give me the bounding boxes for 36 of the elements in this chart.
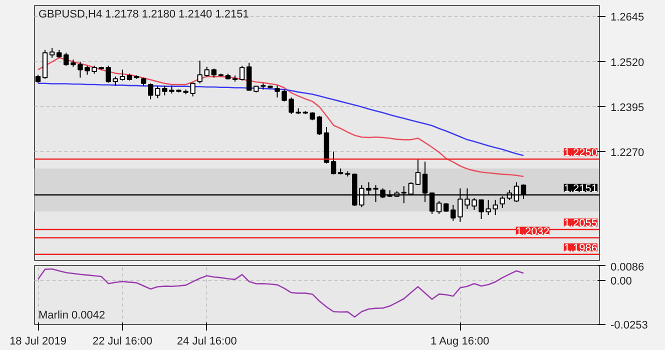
line-series xyxy=(37,82,524,156)
x-tick-label: 24 Jul 16:00 xyxy=(176,336,237,348)
candlestick xyxy=(415,159,421,186)
candlestick xyxy=(197,60,202,84)
ref-line-label: 1.2055 xyxy=(564,217,598,230)
y-tick-label: 0.0086 xyxy=(610,262,644,274)
candlestick xyxy=(148,82,154,100)
y-tick-label: 1.2645 xyxy=(610,12,644,24)
ref-line-label: 1.2151 xyxy=(564,182,598,195)
candlestick xyxy=(246,62,252,91)
y-tick-label: -0.0253 xyxy=(610,320,648,332)
line-series xyxy=(37,268,524,318)
y-tick-label: 1.2395 xyxy=(610,102,644,114)
candlestick xyxy=(239,65,245,82)
candlestick xyxy=(120,69,126,82)
x-tick-label: 22 Jul 16:00 xyxy=(92,336,152,348)
candlestick xyxy=(436,200,442,214)
text: Marlin 0.0042 xyxy=(38,310,106,322)
candlestick xyxy=(211,68,217,78)
candlestick xyxy=(204,66,210,78)
ref-line-label: 1.2032 xyxy=(516,226,550,238)
y-tick-label: 1.2520 xyxy=(610,56,644,69)
candlestick xyxy=(316,115,322,136)
candlestick xyxy=(330,151,336,175)
y-tick-label: 0.00 xyxy=(610,275,632,288)
x-tick-label: 1 Aug 16:00 xyxy=(430,336,490,348)
candlestick xyxy=(106,65,111,84)
candlestick xyxy=(49,48,55,58)
candlestick xyxy=(112,76,118,86)
x-tick-label: 18 Jul 2019 xyxy=(10,336,66,348)
candlestick xyxy=(492,199,498,216)
chart-title: GBPUSD,H4 1.2178 1.2180 1.2140 1.2151 xyxy=(38,8,249,20)
candlestick xyxy=(155,86,160,99)
ref-line-label: 1.1986 xyxy=(564,242,598,254)
y-tick-label: 1.2270 xyxy=(610,146,644,159)
candlestick xyxy=(274,85,280,98)
